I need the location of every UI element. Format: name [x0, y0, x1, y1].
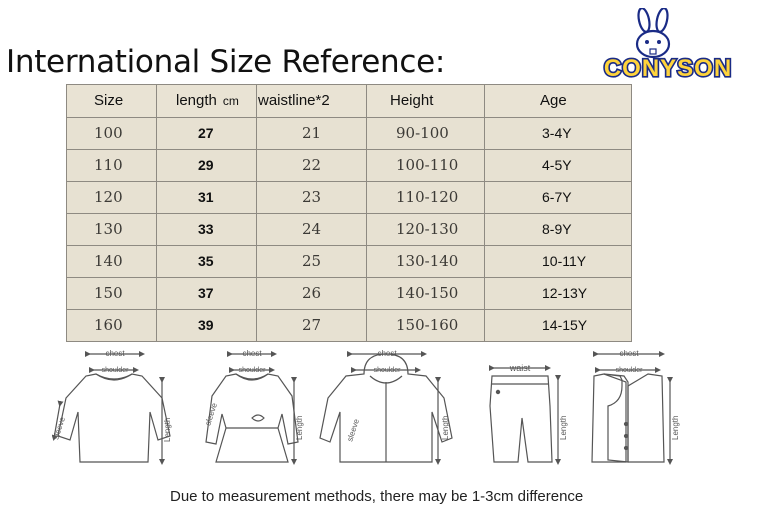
- cell-size: 130: [94, 220, 123, 238]
- cell-age: 10-11Y: [542, 253, 587, 269]
- table-row: 120 31 23 110-120 6-7Y: [66, 181, 632, 213]
- pants-waist-label: waist: [509, 363, 531, 373]
- sweater-diagram: [52, 351, 171, 465]
- cell-waistline: 21: [302, 124, 322, 142]
- pants-length-label: Length: [559, 416, 568, 440]
- table-header-row: Size length cm waistline*2 Height Age: [66, 84, 632, 117]
- table-row: 100 27 21 90-100 3-4Y: [66, 117, 632, 149]
- cell-size: 120: [94, 188, 123, 206]
- hoodie-length-label: Length: [441, 416, 450, 440]
- cell-height: 100-110: [396, 156, 459, 174]
- cell-size: 160: [94, 316, 123, 334]
- vest-diagram: [591, 351, 673, 465]
- cell-size: 110: [94, 156, 123, 174]
- vest-chest-label: chest: [619, 349, 639, 358]
- cell-length: 37: [198, 285, 214, 301]
- bunny-mascot-icon: [635, 8, 671, 59]
- dress-length-label: Length: [295, 416, 304, 440]
- header-length-unit: cm: [222, 93, 239, 108]
- sweater-shoulder-label: shoulder: [102, 367, 130, 374]
- cell-age: 3-4Y: [542, 125, 572, 141]
- hoodie-chest-label: chest: [377, 349, 397, 358]
- header-size: Size: [94, 92, 124, 109]
- sweater-chest-label: chest: [105, 349, 125, 358]
- cell-length: 31: [198, 189, 214, 205]
- cell-height: 150-160: [396, 316, 459, 334]
- cell-waistline: 26: [302, 284, 322, 302]
- header-length-label: length: [176, 92, 217, 109]
- cell-height: 140-150: [396, 284, 459, 302]
- sweater-length-label: Length: [163, 418, 172, 442]
- logo-text: CONYSON: [604, 55, 732, 82]
- cell-age: 4-5Y: [542, 157, 572, 173]
- table-row: 140 35 25 130-140 10-11Y: [66, 245, 632, 277]
- cell-height: 110-120: [396, 188, 459, 206]
- cell-size: 140: [94, 252, 123, 270]
- table-row: 110 29 22 100-110 4-5Y: [66, 149, 632, 181]
- cell-length: 39: [198, 317, 214, 333]
- dress-shoulder-label: shoulder: [239, 367, 267, 374]
- cell-length: 35: [198, 253, 214, 269]
- cell-length: 27: [198, 125, 214, 141]
- cell-length: 33: [198, 221, 214, 237]
- dress-diagram: [205, 351, 299, 465]
- cell-waistline: 27: [302, 316, 322, 334]
- cell-age: 14-15Y: [542, 317, 588, 333]
- cell-size: 150: [94, 284, 123, 302]
- header-waistline: waistline*2: [258, 92, 330, 109]
- vest-length-label: Length: [671, 416, 680, 440]
- cell-size: 100: [94, 124, 123, 142]
- vest-shoulder-label: shoulder: [616, 367, 644, 374]
- hoodie-shoulder-label: shoulder: [374, 367, 402, 374]
- cell-age: 6-7Y: [542, 189, 572, 205]
- cell-height: 120-130: [396, 220, 459, 238]
- header-height: Height: [390, 92, 434, 109]
- header-length: length cm: [176, 84, 239, 117]
- cell-waistline: 25: [302, 252, 322, 270]
- size-table: Size length cm waistline*2 Height Age 100…: [66, 84, 632, 342]
- table-row: 160 39 27 150-160 14-15Y: [66, 309, 632, 341]
- hoodie-diagram: [319, 351, 453, 465]
- sweater-sleeve-label: sleeve: [52, 415, 67, 440]
- cell-age: 12-13Y: [542, 285, 588, 301]
- cell-waistline: 24: [302, 220, 322, 238]
- page-title: International Size Reference:: [6, 44, 446, 80]
- conyson-logo: CONYSON: [602, 8, 733, 84]
- measurement-footnote: Due to measurement methods, there may be…: [170, 488, 584, 505]
- hoodie-sleeve-label: sleeve: [345, 417, 361, 442]
- pants-diagram: [489, 365, 561, 465]
- cell-height: 90-100: [396, 124, 449, 142]
- cell-waistline: 23: [302, 188, 322, 206]
- dress-chest-label: chest: [242, 349, 262, 358]
- dress-sleeve-label: sleeve: [203, 401, 219, 426]
- header-age: Age: [540, 92, 567, 109]
- cell-length: 29: [198, 157, 214, 173]
- table-row: 130 33 24 120-130 8-9Y: [66, 213, 632, 245]
- cell-age: 8-9Y: [542, 221, 572, 237]
- measurement-diagrams: chest shoulder sleeve Length chest shoul…: [52, 349, 680, 465]
- table-row: 150 37 26 140-150 12-13Y: [66, 277, 632, 309]
- cell-waistline: 22: [302, 156, 322, 174]
- cell-height: 130-140: [396, 252, 459, 270]
